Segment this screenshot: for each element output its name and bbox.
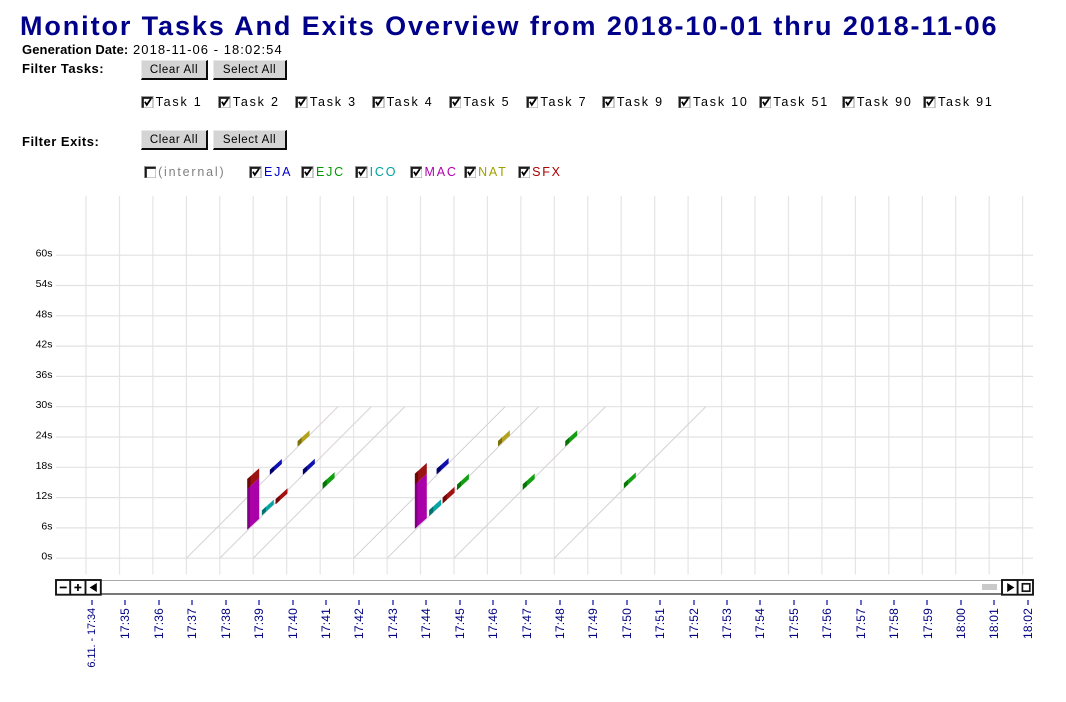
svg-text:6s: 6s [41, 520, 52, 532]
svg-text:12s: 12s [36, 490, 53, 502]
svg-text:42s: 42s [36, 339, 53, 351]
svg-text:54s: 54s [36, 278, 53, 290]
svg-text:18s: 18s [36, 460, 53, 472]
svg-text:60s: 60s [36, 248, 53, 260]
svg-text:36s: 36s [36, 369, 53, 381]
svg-text:30s: 30s [36, 399, 53, 411]
svg-text:24s: 24s [36, 430, 53, 442]
svg-text:0s: 0s [41, 551, 52, 563]
svg-text:48s: 48s [36, 308, 53, 320]
